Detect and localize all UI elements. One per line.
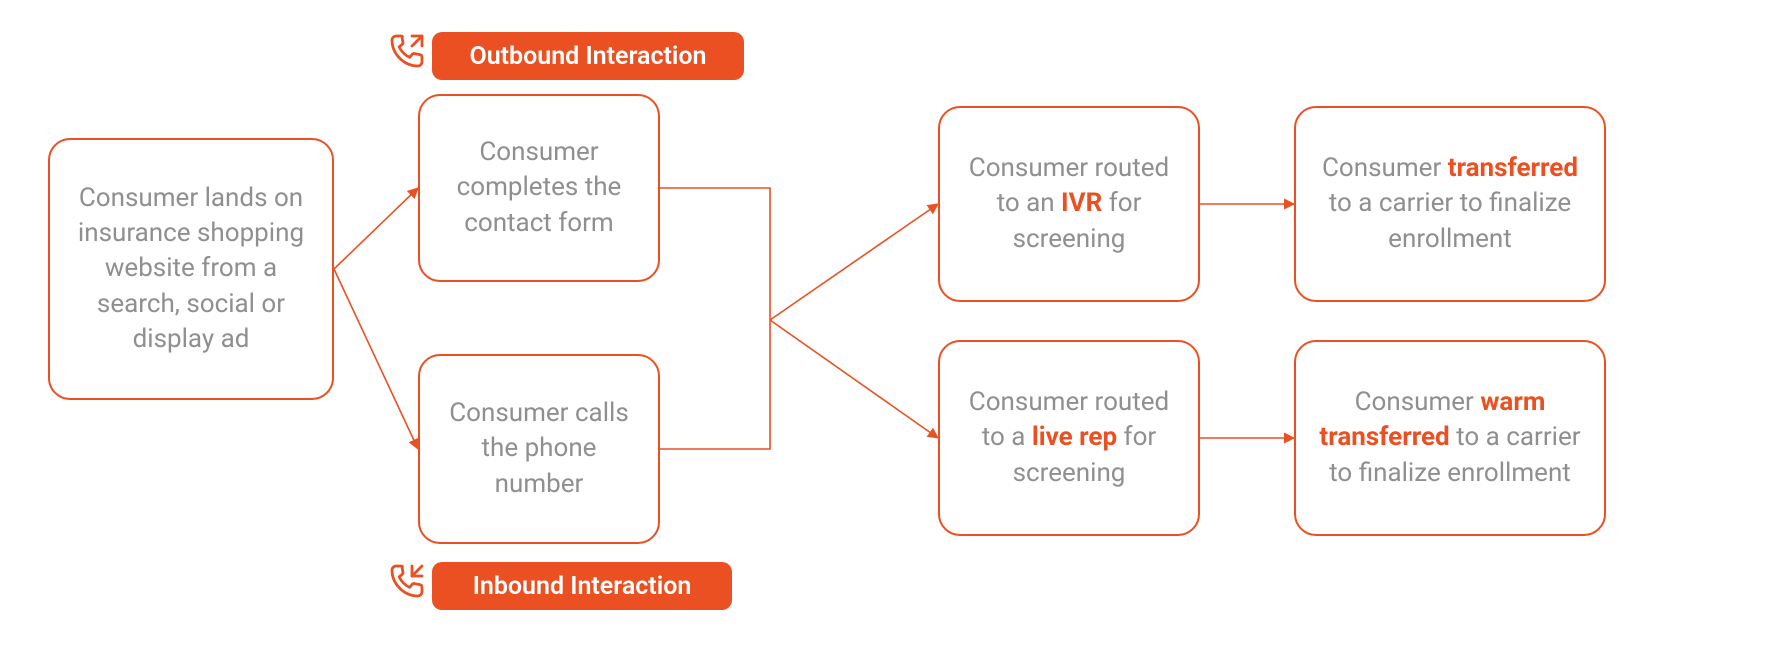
edge-e3 — [660, 188, 770, 320]
node-complete-form: Consumer completes the contact form — [418, 94, 660, 282]
node-text: Consumer calls the phone number — [438, 396, 640, 501]
edge-e1 — [334, 188, 418, 269]
node-text: Consumer routed to an IVR for screening — [958, 151, 1180, 256]
node-text: Consumer completes the contact form — [438, 135, 640, 240]
node-calls-phone: Consumer calls the phone number — [418, 354, 660, 544]
badge-outbound-interaction: Outbound Interaction — [432, 32, 744, 80]
node-text: Consumer transferred to a carrier to fin… — [1314, 151, 1586, 256]
node-consumer-lands: Consumer lands on insurance shopping web… — [48, 138, 334, 400]
badge-label: Inbound Interaction — [473, 572, 692, 601]
node-routed-ivr: Consumer routed to an IVR for screening — [938, 106, 1200, 302]
node-warm-transferred: Consumer warm transferred to a carrier t… — [1294, 340, 1606, 536]
phone-outbound-icon — [386, 30, 426, 70]
node-routed-liverep: Consumer routed to a live rep for screen… — [938, 340, 1200, 536]
node-text: Consumer lands on insurance shopping web… — [68, 181, 314, 356]
edge-e4 — [660, 320, 770, 449]
edge-e2 — [334, 269, 418, 449]
edge-e6 — [770, 320, 938, 438]
edge-e5 — [770, 204, 938, 320]
node-transferred: Consumer transferred to a carrier to fin… — [1294, 106, 1606, 302]
phone-inbound-icon — [386, 560, 426, 600]
badge-label: Outbound Interaction — [469, 42, 706, 71]
node-text: Consumer routed to a live rep for screen… — [958, 385, 1180, 490]
badge-inbound-interaction: Inbound Interaction — [432, 562, 732, 610]
node-text: Consumer warm transferred to a carrier t… — [1314, 385, 1586, 490]
